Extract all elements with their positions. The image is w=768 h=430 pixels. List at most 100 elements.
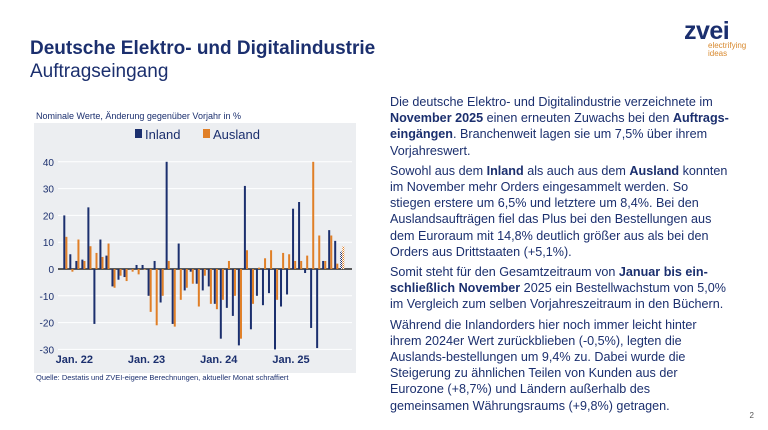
bar-ausland — [215, 269, 218, 310]
text: Die deutsche Elektro- und Digitalindustr… — [390, 95, 713, 109]
y-tick-label: -10 — [40, 292, 55, 303]
bar-inland — [189, 269, 192, 272]
bar-inland — [69, 254, 72, 269]
bar-ausland — [107, 243, 110, 269]
bar-ausland — [282, 252, 285, 269]
bar-inland — [322, 260, 325, 269]
bar-inland — [304, 269, 307, 274]
x-tick-label: Jan. 25 — [272, 354, 309, 366]
bar-ausland — [173, 269, 176, 327]
bar-inland — [93, 269, 96, 324]
y-tick-label: 40 — [43, 158, 55, 169]
x-tick-label: Jan. 24 — [200, 354, 238, 366]
bar-inland — [141, 264, 144, 269]
bar-ausland — [246, 250, 248, 269]
y-tick-label: -20 — [40, 319, 55, 330]
bar-ausland — [233, 269, 236, 296]
bar-inland — [225, 269, 228, 308]
bar-ausland — [221, 269, 224, 300]
y-tick-label: 0 — [48, 265, 54, 276]
bar-inland — [340, 251, 343, 269]
bar-ausland — [239, 269, 242, 339]
text-bold: November 2025 — [390, 111, 484, 126]
bar-inland — [292, 208, 295, 269]
legend-swatch-inland — [135, 129, 142, 138]
page-subtitle: Auftragseingang — [30, 61, 169, 82]
bar-ausland — [270, 250, 273, 269]
chart-source: Quelle: Destatis und ZVEI-eigene Berechn… — [36, 373, 289, 382]
bar-ausland — [258, 267, 261, 269]
text-bold: Januar bis ein-schließlich November — [390, 265, 708, 296]
bar-ausland — [276, 269, 279, 300]
bar-ausland — [119, 269, 122, 276]
bar-inland — [177, 243, 180, 269]
bar-inland — [105, 255, 108, 269]
bar-ausland — [149, 269, 152, 312]
text-bold: Inland — [486, 163, 524, 178]
bar-ausland — [131, 269, 134, 272]
bar-inland — [165, 161, 168, 269]
bar-ausland — [137, 269, 140, 275]
bar-inland — [207, 269, 210, 287]
bar-ausland — [71, 269, 74, 272]
bar-inland — [334, 240, 337, 269]
bar-ausland — [191, 269, 194, 284]
bar-ausland — [167, 260, 170, 269]
bar-inland — [117, 269, 120, 280]
page-title: Deutsche Elektro- und Digitalindustrie — [30, 38, 376, 59]
bar-ausland — [312, 161, 315, 269]
bar-ausland — [330, 235, 333, 269]
bar-ausland — [95, 252, 98, 269]
bar-ausland — [324, 260, 327, 269]
bar-ausland — [227, 260, 230, 269]
bar-inland — [280, 269, 283, 307]
paragraph-2: Sowohl aus dem Inland als auch aus dem A… — [390, 163, 730, 260]
bar-ausland — [89, 246, 92, 269]
bar-ausland — [197, 269, 200, 307]
bar-inland — [63, 215, 66, 269]
y-tick-label: 30 — [43, 185, 55, 196]
bar-ausland — [288, 254, 291, 269]
bar-inland — [243, 185, 246, 269]
bar-inland — [153, 260, 156, 269]
bar-ausland — [155, 269, 158, 326]
bar-ausland — [300, 260, 303, 269]
text-bold: Ausland — [629, 163, 680, 178]
text: Somit steht für den Gesamtzeitraum von — [390, 265, 619, 280]
bar-ausland — [143, 269, 146, 270]
bar-inland — [237, 269, 240, 346]
logo-tagline-1: electrifying — [708, 41, 747, 50]
bar-inland — [201, 269, 204, 291]
bar-inland — [111, 269, 114, 287]
bar-ausland — [185, 269, 188, 288]
bar-inland — [267, 269, 270, 294]
bar-inland — [310, 269, 313, 328]
y-tick-label: 10 — [43, 238, 55, 249]
bar-inland — [171, 269, 174, 324]
bar-ausland — [318, 235, 321, 269]
bar-inland — [135, 264, 138, 269]
bar-ausland — [342, 246, 345, 269]
bar-inland — [231, 269, 234, 316]
bar-ausland — [65, 236, 68, 269]
x-tick-label: Jan. 23 — [128, 354, 165, 366]
paragraph-4: Während die Inlandorders hier noch immer… — [390, 317, 697, 413]
bar-inland — [316, 269, 319, 349]
legend-label-inland: Inland — [145, 127, 180, 142]
bar-ausland — [101, 256, 104, 269]
bar-inland — [298, 202, 301, 269]
text: 2025 ein Bestellwachstum von 5,0% im Ver… — [390, 281, 727, 312]
legend-swatch-ausland — [203, 129, 210, 138]
bar-ausland — [264, 258, 267, 269]
bar-inland — [75, 260, 78, 269]
text-bold: Auftrags-eingängen — [390, 111, 729, 142]
x-tick-label: Jan. 22 — [56, 354, 93, 366]
bar-ausland — [203, 269, 206, 276]
text: Sowohl aus dem — [390, 163, 487, 178]
bar-ausland — [83, 260, 86, 269]
bar-inland — [261, 269, 264, 306]
chart-title: Nominale Werte, Änderung gegenüber Vorja… — [36, 111, 241, 121]
bar-ausland — [125, 269, 128, 282]
y-tick-label: -30 — [40, 345, 55, 356]
